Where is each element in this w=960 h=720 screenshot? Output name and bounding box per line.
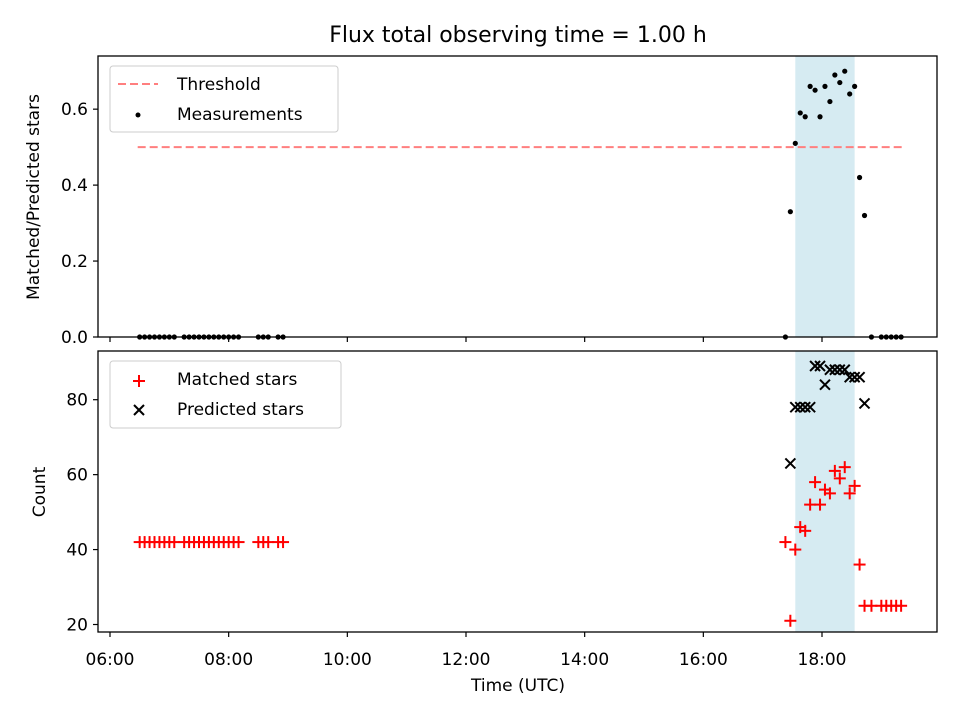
- x-tick-label: 14:00: [560, 650, 609, 670]
- top-legend-box: [109, 65, 339, 133]
- legend-predicted-label: Predicted stars: [177, 400, 304, 420]
- bottom-legend-box: [109, 360, 342, 429]
- top-y-tick-label: 0.2: [61, 252, 88, 272]
- matched-star-point: [779, 536, 792, 549]
- measurement-point: [807, 83, 813, 89]
- bottom-y-tick-label: 80: [66, 391, 88, 411]
- legend-matched-label: Matched stars: [177, 370, 297, 390]
- legend-matched-swatch: [133, 375, 145, 387]
- chart-title: Flux total observing time = 1.00 h: [329, 23, 707, 48]
- predicted-star-point: [789, 401, 802, 413]
- predicted-star-point: [843, 371, 856, 383]
- matched-star-point: [833, 472, 846, 485]
- predicted-star-point: [799, 401, 811, 413]
- measurement-point: [812, 87, 818, 93]
- x-tick-label: 12:00: [442, 650, 491, 670]
- predicted-star-point: [834, 364, 846, 376]
- top-plot-frame: [97, 55, 938, 338]
- measurement-point: [832, 72, 838, 78]
- matched-star-point: [789, 543, 802, 556]
- matched-star-point: [809, 476, 822, 489]
- matched-star-point: [838, 461, 851, 474]
- matched-star-point: [784, 614, 797, 627]
- top-y-tick-label: 0.6: [61, 100, 88, 120]
- predicted-star-point: [819, 379, 831, 391]
- x-tick-label: 18:00: [798, 650, 847, 670]
- legend-measurements-label: Measurements: [177, 105, 303, 125]
- bottom-plot-frame: [97, 350, 938, 633]
- legend-threshold-label: Threshold: [176, 75, 261, 95]
- bottom-y-axis-label: Count: [30, 466, 50, 517]
- top-y-tick-label: 0.4: [61, 176, 88, 196]
- top-highlight-span: [795, 56, 855, 337]
- x-tick-label: 16:00: [679, 650, 728, 670]
- measurement-point: [787, 209, 793, 215]
- top-y-axis-label: Matched/Predicted stars: [24, 94, 44, 300]
- matched-star-point: [232, 536, 245, 549]
- x-tick-label: 10:00: [323, 650, 372, 670]
- measurement-point: [802, 114, 808, 120]
- predicted-star-point: [809, 360, 821, 372]
- predicted-star-point: [824, 364, 836, 376]
- bottom-legend: Matched stars Predicted stars: [109, 360, 342, 429]
- measurement-point: [817, 114, 823, 120]
- top-legend: Threshold Measurements: [109, 65, 339, 133]
- measurement-point: [797, 110, 803, 116]
- matched-star-point: [814, 498, 827, 511]
- measurement-point: [822, 83, 828, 89]
- matched-star-point: [853, 558, 866, 571]
- legend-predicted-swatch: [133, 404, 145, 416]
- measurement-point: [827, 98, 833, 105]
- x-tick-label: 08:00: [204, 650, 253, 670]
- measurement-point: [842, 68, 848, 74]
- predicted-star-point: [804, 401, 816, 413]
- measurement-point: [792, 140, 798, 146]
- predicted-star-point: [794, 401, 806, 413]
- predicted-star-point: [848, 371, 861, 383]
- matched-star-point: [848, 479, 861, 492]
- predicted-star-point: [829, 364, 841, 376]
- legend-measurements-swatch: [135, 112, 141, 118]
- top-panel: 0.0 0.2 0.4 0.6 Matched/Predicted stars Thr…: [24, 55, 938, 348]
- predicted-star-point: [853, 371, 866, 383]
- measurement-point: [847, 91, 853, 97]
- matched-star-point: [895, 599, 908, 612]
- measurement-point: [856, 174, 863, 181]
- top-y-tick-label: 0.0: [61, 328, 88, 348]
- predicted-star-point: [839, 364, 851, 376]
- bottom-y-tick-label: 60: [66, 466, 88, 486]
- matched-star-point: [277, 536, 290, 549]
- matched-star-point: [828, 464, 841, 477]
- matched-star-point: [823, 487, 836, 500]
- bottom-y-tick-label: 40: [66, 541, 88, 561]
- bottom-panel: 20 40 60 80 06:00 08:00 10:00 12:00 14:00 16:00 18…: [30, 350, 938, 696]
- bottom-y-tick-label: 20: [66, 616, 88, 636]
- x-axis-label: Time (UTC): [470, 676, 565, 696]
- predicted-star-point: [814, 360, 826, 372]
- matched-star-point: [843, 487, 856, 500]
- predicted-star-point: [858, 397, 871, 410]
- matched-star-point: [799, 524, 812, 537]
- measurement-point: [837, 79, 843, 86]
- x-tick-label: 06:00: [86, 650, 135, 670]
- measurement-point: [861, 212, 868, 219]
- predicted-star-point: [784, 457, 797, 470]
- measurement-point: [852, 83, 858, 89]
